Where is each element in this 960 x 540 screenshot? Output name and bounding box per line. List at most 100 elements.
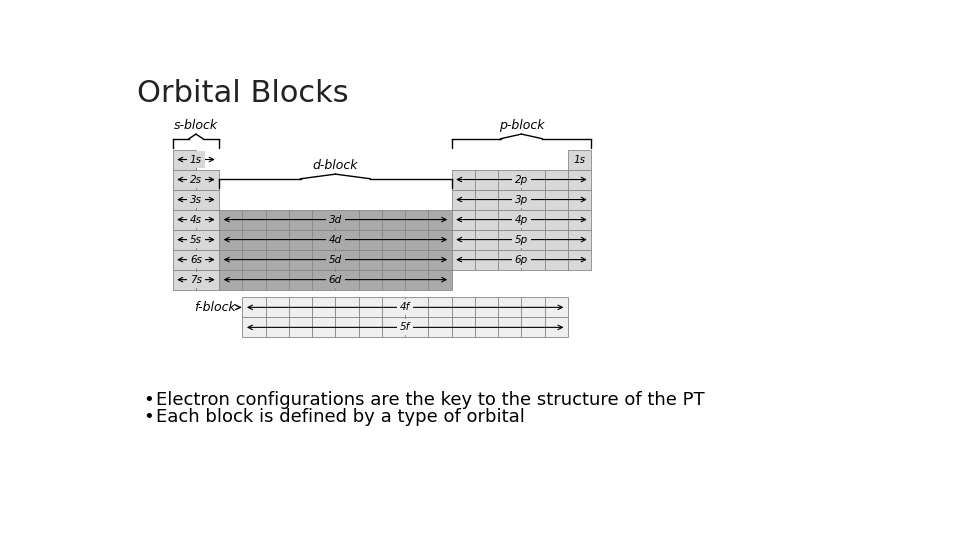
Bar bbox=[382, 269, 405, 289]
Bar bbox=[196, 249, 219, 269]
Bar bbox=[173, 170, 196, 190]
Text: 6d: 6d bbox=[329, 275, 342, 285]
Bar bbox=[196, 170, 219, 190]
Bar bbox=[266, 318, 289, 338]
Bar bbox=[428, 269, 452, 289]
Bar bbox=[452, 318, 475, 338]
Bar bbox=[544, 249, 568, 269]
Text: 5d: 5d bbox=[329, 255, 342, 265]
Bar bbox=[312, 318, 335, 338]
Text: 4s: 4s bbox=[190, 214, 202, 225]
Bar bbox=[475, 210, 498, 230]
Bar bbox=[335, 318, 359, 338]
Bar bbox=[405, 230, 428, 249]
Bar bbox=[521, 249, 544, 269]
Bar bbox=[475, 298, 498, 318]
Bar bbox=[289, 269, 312, 289]
Text: 2s: 2s bbox=[190, 174, 202, 185]
Bar bbox=[544, 298, 568, 318]
Text: Electron configurations are the key to the structure of the PT: Electron configurations are the key to t… bbox=[156, 391, 705, 409]
Bar bbox=[498, 230, 521, 249]
Bar bbox=[544, 170, 568, 190]
Bar bbox=[521, 230, 544, 249]
Bar bbox=[219, 210, 243, 230]
Bar bbox=[289, 249, 312, 269]
Bar bbox=[475, 249, 498, 269]
Bar bbox=[452, 170, 475, 190]
Bar bbox=[568, 190, 591, 210]
Bar bbox=[568, 150, 591, 170]
Text: 6s: 6s bbox=[190, 255, 202, 265]
Bar bbox=[173, 269, 196, 289]
Text: 2p: 2p bbox=[515, 174, 528, 185]
Bar bbox=[405, 269, 428, 289]
Bar bbox=[405, 249, 428, 269]
Bar bbox=[289, 230, 312, 249]
Bar bbox=[475, 318, 498, 338]
Bar bbox=[312, 269, 335, 289]
Bar bbox=[359, 230, 382, 249]
Text: 6p: 6p bbox=[515, 255, 528, 265]
Bar bbox=[266, 269, 289, 289]
Bar bbox=[452, 298, 475, 318]
Bar bbox=[475, 190, 498, 210]
Bar bbox=[498, 170, 521, 190]
Text: 5p: 5p bbox=[515, 234, 528, 245]
Text: 3p: 3p bbox=[515, 194, 528, 205]
Bar bbox=[243, 318, 266, 338]
Bar bbox=[405, 210, 428, 230]
Text: 1s: 1s bbox=[573, 154, 586, 165]
Bar bbox=[335, 298, 359, 318]
Bar bbox=[521, 210, 544, 230]
Bar bbox=[544, 190, 568, 210]
Bar bbox=[405, 298, 428, 318]
Bar bbox=[266, 298, 289, 318]
Text: f-block: f-block bbox=[195, 301, 236, 314]
Bar bbox=[173, 249, 196, 269]
Bar bbox=[266, 249, 289, 269]
Bar bbox=[452, 210, 475, 230]
Bar bbox=[359, 269, 382, 289]
Text: •: • bbox=[143, 391, 154, 409]
Bar bbox=[498, 318, 521, 338]
Bar bbox=[498, 298, 521, 318]
Bar bbox=[173, 210, 196, 230]
Bar bbox=[196, 230, 219, 249]
Bar bbox=[243, 249, 266, 269]
Bar bbox=[219, 249, 243, 269]
Text: s-block: s-block bbox=[174, 119, 218, 132]
Text: 3s: 3s bbox=[190, 194, 202, 205]
Bar bbox=[335, 269, 359, 289]
Text: 4p: 4p bbox=[515, 214, 528, 225]
Text: 3d: 3d bbox=[329, 214, 342, 225]
Bar bbox=[243, 230, 266, 249]
Text: d-block: d-block bbox=[313, 159, 358, 172]
Bar bbox=[173, 150, 196, 170]
Bar bbox=[359, 210, 382, 230]
Bar bbox=[452, 190, 475, 210]
Bar bbox=[196, 190, 219, 210]
Bar bbox=[266, 210, 289, 230]
Text: Each block is defined by a type of orbital: Each block is defined by a type of orbit… bbox=[156, 408, 524, 427]
Bar bbox=[428, 210, 452, 230]
Bar bbox=[196, 210, 219, 230]
Bar bbox=[382, 249, 405, 269]
Bar bbox=[521, 170, 544, 190]
Bar bbox=[289, 210, 312, 230]
Bar bbox=[335, 249, 359, 269]
Text: 4d: 4d bbox=[329, 234, 342, 245]
Bar bbox=[335, 230, 359, 249]
Bar bbox=[568, 170, 591, 190]
Bar bbox=[521, 318, 544, 338]
Bar bbox=[266, 230, 289, 249]
Bar bbox=[219, 269, 243, 289]
Text: 4f: 4f bbox=[400, 302, 410, 312]
Bar bbox=[382, 318, 405, 338]
Bar bbox=[359, 318, 382, 338]
Text: 5f: 5f bbox=[400, 322, 410, 332]
Bar bbox=[452, 230, 475, 249]
Bar bbox=[312, 249, 335, 269]
Bar bbox=[475, 170, 498, 190]
Bar bbox=[243, 298, 266, 318]
Bar bbox=[243, 269, 266, 289]
